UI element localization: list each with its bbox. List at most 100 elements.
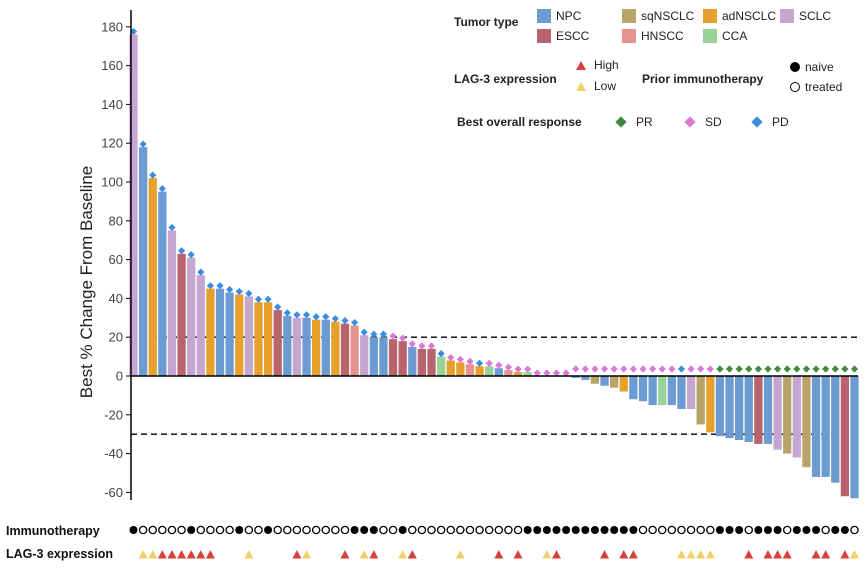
legend-label: ESCC <box>556 29 590 43</box>
response-marker <box>245 289 253 298</box>
immunotherapy-treated-dot <box>206 525 215 535</box>
bar <box>446 360 455 376</box>
response-marker <box>216 282 224 290</box>
response-marker <box>504 363 513 371</box>
bar <box>811 376 821 477</box>
bar <box>321 319 330 376</box>
response-marker <box>850 365 859 373</box>
bar <box>773 376 782 450</box>
response-marker <box>341 317 349 325</box>
y-tick-label: 140 <box>101 97 123 112</box>
immunotherapy-treated-dot <box>254 525 263 535</box>
legend-item-lag3-low: Low <box>576 79 616 93</box>
immunotherapy-naive-dot <box>812 526 821 534</box>
bar <box>802 376 811 468</box>
bar <box>638 376 648 402</box>
immunotherapy-treated-dot <box>225 525 234 535</box>
lag3-marker <box>359 550 369 559</box>
response-marker <box>331 315 339 323</box>
response-marker <box>706 365 714 373</box>
bar <box>177 253 186 376</box>
response-marker <box>389 332 397 340</box>
response-marker <box>822 365 830 373</box>
immunotherapy-treated-dot <box>148 525 157 535</box>
bar <box>504 370 513 376</box>
response-marker <box>745 365 753 373</box>
response-marker <box>322 313 330 321</box>
immunotherapy-treated-dot <box>417 525 427 535</box>
response-marker <box>514 365 522 373</box>
bar <box>369 337 378 376</box>
immunotherapy-naive-dot <box>552 526 561 534</box>
immunotherapy-naive-dot <box>235 526 244 534</box>
legend-item-sclc: SCLC <box>780 9 831 23</box>
bar <box>206 288 215 376</box>
immunotherapy-treated-dot <box>696 525 705 535</box>
lag3-marker <box>205 550 215 559</box>
response-marker <box>591 365 599 373</box>
circle-icon <box>790 82 800 92</box>
prior-legend-title: Prior immunotherapy <box>642 72 764 86</box>
immunotherapy-naive-dot <box>773 526 782 534</box>
lag3-marker <box>686 550 696 559</box>
immunotherapy-treated-dot <box>850 525 859 535</box>
lag3-marker <box>773 550 783 559</box>
lag3-legend-title: LAG-3 expression <box>454 72 557 86</box>
lag3-marker <box>619 550 629 559</box>
bar <box>302 317 311 376</box>
lag3-marker <box>705 550 715 559</box>
immunotherapy-treated-dot <box>167 525 177 535</box>
immunotherapy-treated-dot <box>196 525 206 535</box>
response-marker <box>793 365 801 373</box>
immunotherapy-naive-dot <box>360 526 369 534</box>
bar <box>340 323 350 376</box>
response-marker <box>764 365 772 373</box>
immunotherapy-treated-dot <box>388 525 398 535</box>
legend-item-response-pr: PR <box>615 115 653 129</box>
bar <box>715 376 725 437</box>
response-marker <box>283 309 291 317</box>
legend-item-escc: ESCC <box>537 29 589 43</box>
bar <box>360 335 369 376</box>
bar <box>629 376 638 400</box>
bar <box>735 376 744 441</box>
response-marker <box>783 365 791 373</box>
legend-item-prior-naive: naive <box>790 60 834 74</box>
response-marker <box>668 365 676 373</box>
lag3-marker <box>369 550 379 559</box>
triangle-icon <box>576 60 586 70</box>
response-marker <box>543 369 551 377</box>
bar <box>187 257 196 376</box>
immunotherapy-treated-dot <box>311 525 321 535</box>
immunotherapy-treated-dot <box>436 525 446 535</box>
immunotherapy-naive-dot <box>619 526 628 534</box>
y-tick-label: 160 <box>101 58 123 73</box>
lag3-marker <box>763 550 773 559</box>
legend-label: sqNSCLC <box>641 9 695 23</box>
immunotherapy-naive-dot <box>725 526 734 534</box>
immunotherapy-treated-dot <box>706 525 715 535</box>
immunotherapy-treated-dot <box>638 525 648 535</box>
y-tick-label: 80 <box>109 213 123 228</box>
bar <box>312 319 321 376</box>
lag3-marker <box>696 550 706 559</box>
response-marker <box>177 247 186 255</box>
response-marker <box>533 369 541 377</box>
triangle-icon <box>576 81 586 91</box>
legend: Tumor type NPC sqNSCLC adNSCLC SCLC ESCC… <box>440 6 860 141</box>
immunotherapy-treated-dot <box>648 525 657 535</box>
response-marker <box>408 340 416 348</box>
immunotherapy-naive-dot <box>802 526 811 534</box>
bar <box>648 376 657 406</box>
y-tick-label: 180 <box>101 19 123 34</box>
legend-item-prior-treated: treated <box>790 80 842 94</box>
response-marker <box>437 350 445 358</box>
diamond-icon <box>751 116 763 128</box>
immunotherapy-treated-dot <box>379 525 388 535</box>
bar <box>831 376 840 483</box>
immunotherapy-naive-dot <box>523 526 532 534</box>
bar <box>706 376 715 433</box>
immunotherapy-naive-dot <box>600 526 609 534</box>
response-marker <box>206 282 215 290</box>
legend-item-hnscc: HNSCC <box>622 29 684 43</box>
